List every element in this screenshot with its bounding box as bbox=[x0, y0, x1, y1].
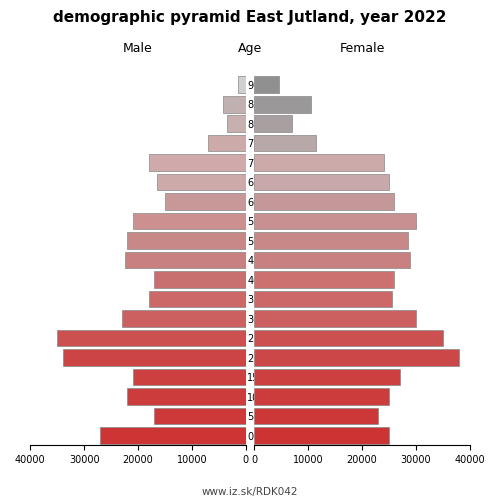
Bar bbox=[254, 154, 384, 171]
Bar bbox=[62, 350, 246, 366]
Bar bbox=[149, 291, 246, 308]
Bar bbox=[254, 213, 416, 230]
Bar bbox=[154, 272, 246, 288]
Bar bbox=[157, 174, 246, 190]
Bar bbox=[254, 330, 443, 346]
Text: demographic pyramid East Jutland, year 2022: demographic pyramid East Jutland, year 2… bbox=[53, 10, 447, 25]
Bar bbox=[122, 310, 246, 327]
Bar bbox=[132, 213, 246, 230]
Text: www.iz.sk/RDK042: www.iz.sk/RDK042 bbox=[202, 488, 298, 498]
Text: Male: Male bbox=[123, 42, 153, 55]
Bar bbox=[57, 330, 246, 346]
Bar bbox=[227, 116, 246, 132]
Bar bbox=[254, 408, 378, 424]
Bar bbox=[254, 232, 408, 249]
Bar bbox=[254, 116, 292, 132]
Bar bbox=[149, 154, 246, 171]
Bar bbox=[208, 135, 246, 152]
Bar bbox=[254, 96, 311, 112]
Bar bbox=[132, 369, 246, 386]
Bar bbox=[254, 291, 392, 308]
Bar bbox=[254, 194, 394, 210]
Text: Female: Female bbox=[340, 42, 384, 55]
Bar bbox=[254, 135, 316, 152]
Bar bbox=[254, 428, 389, 444]
Bar bbox=[127, 232, 246, 249]
Bar bbox=[223, 96, 246, 112]
Bar bbox=[254, 369, 400, 386]
Bar bbox=[127, 388, 246, 405]
Bar bbox=[254, 76, 278, 93]
Bar bbox=[124, 252, 246, 268]
Bar bbox=[154, 408, 246, 424]
Bar bbox=[254, 252, 410, 268]
Bar bbox=[254, 174, 389, 190]
Bar bbox=[254, 272, 394, 288]
Bar bbox=[238, 76, 246, 93]
Text: Age: Age bbox=[238, 42, 262, 55]
Bar bbox=[100, 428, 246, 444]
Bar bbox=[254, 350, 459, 366]
Bar bbox=[254, 310, 416, 327]
Bar bbox=[165, 194, 246, 210]
Bar bbox=[254, 388, 389, 405]
